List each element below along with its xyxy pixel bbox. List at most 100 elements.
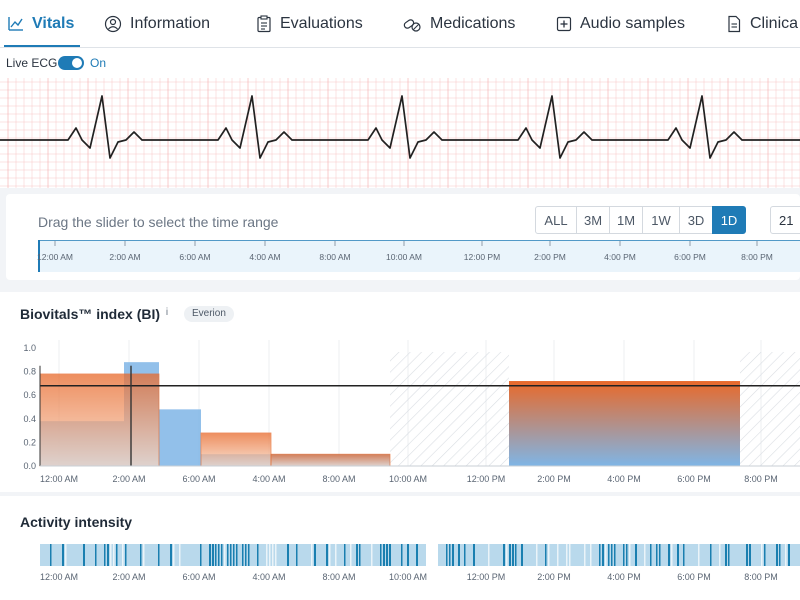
slider-tick-label: 6:00 PM [674, 252, 706, 262]
bi-bar-orange [509, 381, 740, 466]
time-range-slider[interactable]: 12:00 AM 2:00 AM 6:00 AM 4:00 AM 8:00 AM 10:0… [6, 240, 800, 280]
activity-mark [473, 544, 475, 566]
activity-mark [725, 544, 727, 566]
ecg-trace [0, 95, 800, 159]
activity-mark [209, 544, 211, 566]
activity-mark [350, 544, 352, 566]
range-hint: Drag the slider to select the time range [38, 214, 279, 230]
bi-bar-orange [39, 373, 160, 467]
tab-label: Information [130, 14, 211, 32]
bi-x-tick-label: 4:00 AM [252, 474, 285, 484]
activity-mark [557, 544, 559, 566]
activity-mark [371, 544, 373, 566]
activity-mark [659, 544, 661, 566]
activity-mark [668, 544, 670, 566]
activity-gap [426, 544, 438, 566]
clipboard-icon [257, 14, 271, 32]
tab-label: Clinica [750, 14, 799, 32]
activity-mark [95, 544, 97, 566]
range-button-1d[interactable]: 1D [712, 206, 746, 234]
bi-x-tick-label: 12:00 PM [467, 474, 506, 484]
activity-mark [224, 544, 226, 566]
activity-mark [776, 544, 778, 566]
activity-mark [344, 544, 346, 566]
activity-mark [113, 544, 115, 566]
activity-mark [446, 544, 448, 566]
bi-y-tick-label: 0.6 [23, 390, 36, 400]
activity-mark [221, 544, 223, 566]
activity-x-tick-label: 6:00 PM [677, 572, 711, 582]
bi-x-tick-label: 12:00 AM [40, 474, 78, 484]
activity-mark [227, 544, 229, 566]
range-button-all[interactable]: ALL [535, 206, 577, 234]
range-button-3d[interactable]: 3D [679, 206, 713, 234]
ecg-waveform [0, 78, 800, 188]
bi-x-tick-label: 6:00 AM [182, 474, 215, 484]
activity-mark [635, 544, 637, 566]
activity-mark [140, 544, 142, 566]
info-icon[interactable]: i [165, 307, 169, 318]
chart-line-icon [8, 16, 23, 31]
live-ecg-state: On [90, 56, 107, 70]
activity-mark [656, 544, 658, 566]
bi-x-tick-label: 10:00 AM [389, 474, 427, 484]
slider-tick-label: 12:00 PM [464, 252, 500, 262]
activity-mark [158, 544, 160, 566]
tab-evaluations[interactable]: Evaluations [256, 0, 363, 47]
activity-x-tick-label: 8:00 PM [744, 572, 778, 582]
activity-mark [644, 544, 646, 566]
activity-mark [245, 544, 247, 566]
tab-audio-samples[interactable]: Audio samples [556, 0, 685, 47]
activity-mark [179, 544, 181, 566]
slider-tick-label: 8:00 AM [319, 252, 350, 262]
tab-information[interactable]: Information [104, 0, 210, 47]
activity-mark [110, 544, 112, 566]
activity-mark [401, 544, 403, 566]
date-input[interactable]: 21 [770, 206, 800, 234]
activity-x-tick-label: 10:00 AM [389, 572, 427, 582]
activity-mark [326, 544, 328, 566]
activity-mark [122, 544, 124, 566]
slider-tick-label: 6:00 AM [179, 252, 210, 262]
activity-mark [746, 544, 748, 566]
activity-mark [257, 544, 259, 566]
tab-vitals[interactable]: Vitals [3, 0, 81, 47]
range-button-group: ALL 3M 1M 1W 3D 1D [535, 206, 746, 234]
bi-bar-orange [200, 432, 272, 467]
bi-bar-blue [159, 409, 201, 466]
tab-medications[interactable]: Medications [402, 0, 515, 47]
bi-y-tick-label: 0.0 [23, 461, 36, 471]
activity-mark [380, 544, 382, 566]
activity-mark [629, 544, 631, 566]
range-button-1w[interactable]: 1W [642, 206, 680, 234]
activity-mark [464, 544, 466, 566]
activity-mark [452, 544, 454, 566]
activity-mark [242, 544, 244, 566]
activity-mark [521, 544, 523, 566]
tab-bar: Vitals Information Evaluations Medicatio… [0, 0, 800, 48]
activity-mark [335, 544, 337, 566]
live-ecg-row: Live ECG On [0, 48, 800, 78]
tab-label: Medications [430, 14, 516, 32]
activity-mark [749, 544, 751, 566]
activity-mark [104, 544, 106, 566]
activity-mark [407, 544, 409, 566]
tab-label: Vitals [32, 14, 75, 32]
activity-mark [779, 544, 781, 566]
activity-mark [383, 544, 385, 566]
tab-clinical[interactable]: Clinica [726, 0, 798, 47]
activity-x-tick-label: 4:00 AM [252, 572, 285, 582]
live-ecg-toggle[interactable] [58, 56, 84, 70]
document-icon [728, 15, 741, 32]
activity-mark [515, 544, 517, 566]
activity-mark [788, 544, 790, 566]
live-ecg-label: Live ECG [6, 56, 58, 70]
activity-mark [506, 544, 508, 566]
activity-mark [296, 544, 298, 566]
activity-mark [266, 544, 268, 566]
activity-mark [488, 544, 490, 566]
range-button-1m[interactable]: 1M [609, 206, 643, 234]
activity-mark [566, 544, 568, 566]
range-button-3m[interactable]: 3M [576, 206, 610, 234]
activity-mark [287, 544, 289, 566]
